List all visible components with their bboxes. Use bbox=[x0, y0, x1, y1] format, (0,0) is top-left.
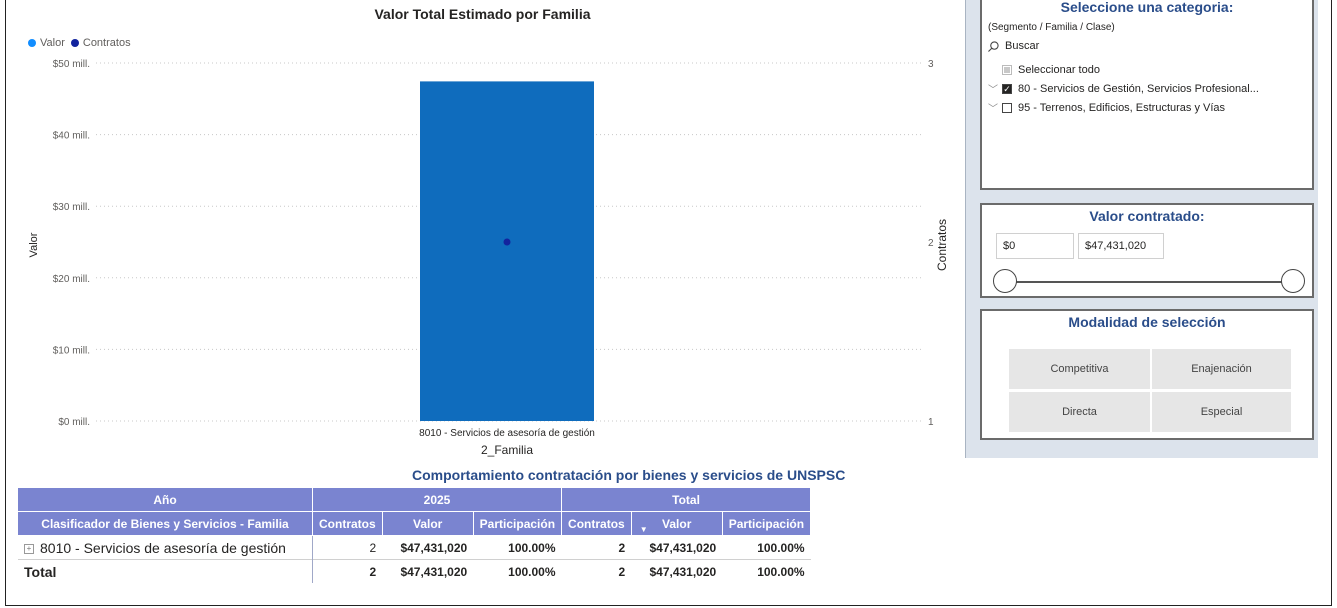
category-80-label: 80 - Servicios de Gestión, Servicios Pro… bbox=[1018, 82, 1259, 95]
header-total-contratos[interactable]: Contratos bbox=[561, 511, 632, 536]
y-tick-label: $30 mill. bbox=[53, 202, 90, 213]
modality-slicer: Modalidad de selección Competitiva Enaje… bbox=[980, 309, 1314, 440]
header-year-2025[interactable]: 2025 bbox=[312, 488, 563, 512]
search-icon bbox=[988, 40, 999, 52]
legend-valor-marker bbox=[28, 39, 36, 47]
category-80-checkbox[interactable]: ✓ bbox=[1002, 83, 1012, 94]
max-value-input[interactable]: $47,431,020 bbox=[1078, 233, 1164, 259]
legend-contratos-label[interactable]: Contratos bbox=[82, 37, 131, 49]
category-95-label: 95 - Terrenos, Edificios, Estructuras y … bbox=[1018, 101, 1226, 114]
range-slider-min-handle[interactable] bbox=[993, 269, 1017, 293]
category-item-80[interactable]: ﹀ ✓ 80 - Servicios de Gestión, Servicios… bbox=[988, 79, 1259, 98]
total-participacion: 100.00% bbox=[473, 559, 562, 583]
y2-tick-label: 3 bbox=[928, 59, 934, 70]
search-input[interactable]: Buscar bbox=[1005, 40, 1040, 52]
x-axis-title: 2_Familia bbox=[481, 443, 533, 457]
cell-total-contratos: 2 bbox=[618, 540, 626, 555]
report-frame bbox=[5, 0, 1332, 606]
table-title: Comportamiento contratación por bienes y… bbox=[412, 467, 846, 483]
range-slider-max-handle[interactable] bbox=[1281, 269, 1305, 293]
select-all-label: Seleccionar todo bbox=[1018, 63, 1100, 76]
legend-contratos-marker bbox=[70, 39, 79, 47]
total-contratos: 2 bbox=[312, 559, 383, 583]
total-valor: $47,431,020 bbox=[382, 559, 474, 583]
chart-title: Valor Total Estimado por Familia bbox=[374, 6, 591, 22]
modality-especial-button[interactable]: Especial bbox=[1151, 391, 1292, 433]
category-slicer: Seleccione una categoria: (Segmento / Fa… bbox=[980, 0, 1314, 190]
chart-plot: $0 mill. $10 mill. $20 mill. $30 mill. $40 m… bbox=[53, 59, 934, 457]
y-tick-label: $50 mill. bbox=[53, 59, 90, 70]
value-slicer-title: Valor contratado: bbox=[1089, 208, 1205, 224]
modality-directa-button[interactable]: Directa bbox=[1008, 391, 1151, 433]
header-total-participacion[interactable]: Participación bbox=[722, 511, 812, 536]
unspsc-matrix-table: Año 2025 Total Clasificador de Bienes y … bbox=[18, 488, 812, 583]
header-total[interactable]: Total bbox=[561, 488, 812, 512]
category-search[interactable]: Buscar bbox=[988, 40, 1039, 52]
header-valor[interactable]: Valor bbox=[382, 511, 474, 536]
y-tick-label: $40 mill. bbox=[53, 131, 90, 142]
y-tick-label: $0 mill. bbox=[58, 417, 90, 428]
legend-valor-label[interactable]: Valor bbox=[40, 37, 65, 49]
y2-tick-label: 1 bbox=[928, 417, 934, 428]
y-tick-label: $10 mill. bbox=[53, 345, 90, 356]
sort-descending-icon[interactable]: ▼ bbox=[639, 525, 648, 534]
x-tick-label: 8010 - Servicios de asesoría de gestión bbox=[419, 428, 595, 439]
header-total-valor[interactable]: Valor ▼ bbox=[631, 511, 723, 536]
y-tick-label: $20 mill. bbox=[53, 274, 90, 285]
cell-total-participacion: 100.00% bbox=[757, 540, 805, 555]
cell-valor: $47,431,020 bbox=[400, 540, 468, 555]
expand-icon[interactable]: + bbox=[24, 543, 34, 554]
select-all-item[interactable]: Seleccionar todo bbox=[988, 60, 1259, 79]
header-year[interactable]: Año bbox=[18, 488, 313, 512]
header-row-field[interactable]: Clasificador de Bienes y Servicios - Fam… bbox=[18, 511, 313, 536]
bar bbox=[420, 81, 594, 422]
category-item-95[interactable]: ﹀ 95 - Terrenos, Edificios, Estructuras … bbox=[988, 98, 1259, 117]
contratos-point bbox=[503, 238, 511, 246]
y2-tick-label: 2 bbox=[928, 238, 934, 249]
total-total-participacion: 100.00% bbox=[722, 559, 811, 583]
header-contratos[interactable]: Contratos bbox=[312, 511, 383, 536]
total-label: Total bbox=[18, 559, 313, 583]
category-slicer-subtitle: (Segmento / Familia / Clase) bbox=[988, 22, 1115, 33]
table-row[interactable]: +8010 - Servicios de asesoría de gestión… bbox=[18, 535, 811, 560]
chart-legend: Valor Contratos bbox=[28, 37, 131, 49]
filters-panel: Seleccione una categoria: (Segmento / Fa… bbox=[965, 0, 1318, 458]
modality-enajenacion-button[interactable]: Enajenación bbox=[1151, 348, 1292, 390]
select-all-checkbox[interactable] bbox=[1002, 64, 1012, 75]
value-slicer: Valor contratado: $0 $47,431,020 bbox=[980, 203, 1314, 298]
cell-contratos: 2 bbox=[369, 540, 377, 555]
category-tree: Seleccionar todo ﹀ ✓ 80 - Servicios de G… bbox=[988, 60, 1259, 117]
total-total-contratos: 2 bbox=[561, 559, 632, 583]
row-label[interactable]: +8010 - Servicios de asesoría de gestión bbox=[18, 535, 313, 560]
modality-competitiva-button[interactable]: Competitiva bbox=[1008, 348, 1151, 390]
cell-participacion: 100.00% bbox=[508, 540, 556, 555]
header-participacion[interactable]: Participación bbox=[473, 511, 563, 536]
bar-chart: Valor Total Estimado por Familia Valor C… bbox=[10, 0, 955, 466]
category-95-checkbox[interactable] bbox=[1002, 102, 1012, 113]
chevron-down-icon[interactable]: ﹀ bbox=[988, 85, 998, 96]
modality-slicer-title: Modalidad de selección bbox=[1068, 314, 1226, 330]
cell-total-valor: $47,431,020 bbox=[649, 540, 717, 555]
range-slider-track[interactable] bbox=[1006, 281, 1294, 283]
table-total-row: Total 2 $47,431,020 100.00% 2 $47,431,02… bbox=[18, 559, 811, 583]
category-slicer-title: Seleccione una categoria: bbox=[1060, 0, 1234, 15]
min-value-input[interactable]: $0 bbox=[996, 233, 1074, 259]
chevron-down-icon[interactable]: ﹀ bbox=[988, 104, 998, 115]
total-total-valor: $47,431,020 bbox=[631, 559, 723, 583]
